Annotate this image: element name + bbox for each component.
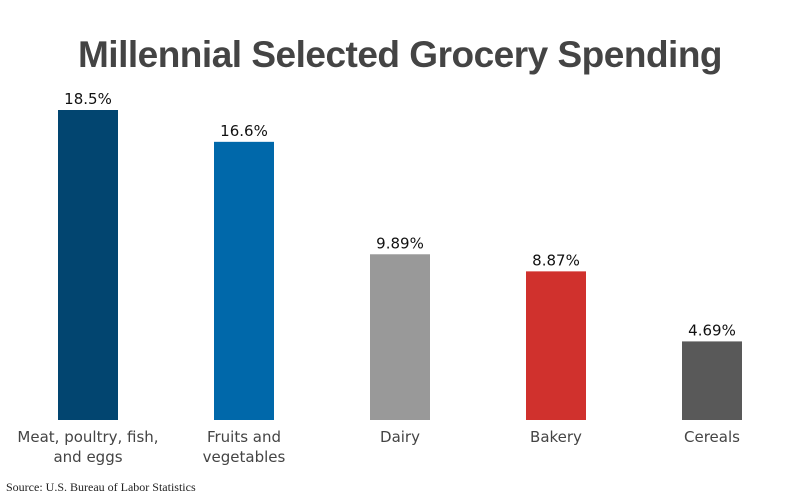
category-label: and eggs xyxy=(53,448,122,466)
bar xyxy=(214,141,274,421)
data-label: 8.87% xyxy=(532,251,580,269)
category-label: Meat, poultry, fish, xyxy=(17,428,158,446)
bar xyxy=(370,254,430,420)
category-label: Dairy xyxy=(380,428,420,446)
data-label: 9.89% xyxy=(376,234,424,252)
chart-title: Millennial Selected Grocery Spending xyxy=(77,34,723,75)
bar xyxy=(58,110,118,420)
source-note: Source: U.S. Bureau of Labor Statistics xyxy=(6,480,196,494)
category-label: vegetables xyxy=(203,448,286,466)
category-label: Bakery xyxy=(530,428,582,446)
bar xyxy=(682,341,742,420)
bar xyxy=(526,271,586,420)
data-label: 16.6% xyxy=(220,122,268,140)
category-label: Cereals xyxy=(684,428,740,446)
category-label: Fruits and xyxy=(207,428,281,446)
data-label: 18.5% xyxy=(64,90,112,108)
data-label: 4.69% xyxy=(688,321,736,339)
